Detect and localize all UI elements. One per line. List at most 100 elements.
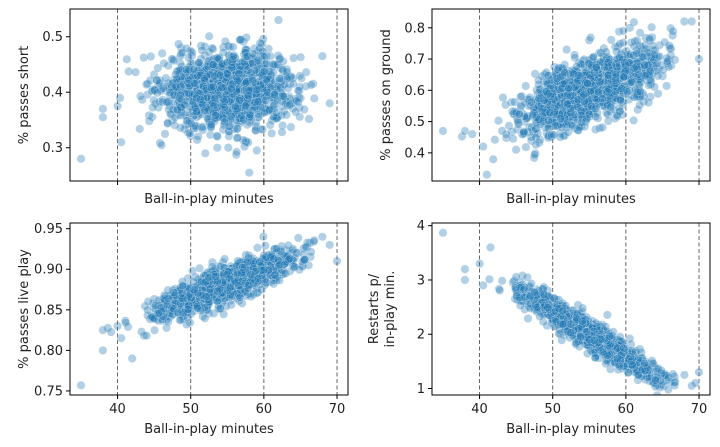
point-641 [254,61,264,71]
point-653 [271,113,281,123]
point-187 [613,54,623,64]
point-463 [268,94,278,104]
point-248 [268,61,278,71]
point-1050 [228,89,238,99]
point-247 [611,82,621,92]
point-285 [212,70,222,80]
point-545 [228,59,238,69]
point-816 [262,69,271,79]
point-1110 [276,83,286,93]
point-82 [587,76,596,86]
point-500 [216,62,226,72]
point-65 [226,114,236,124]
point-671 [234,84,244,94]
point-114 [233,76,243,86]
point-208 [186,101,196,111]
point-908 [212,68,222,78]
point-995 [248,101,258,111]
point-1096 [188,97,198,107]
point-471 [157,48,167,58]
point-192 [242,95,252,105]
point-304 [212,101,222,110]
point-716 [177,87,187,97]
point-336 [260,59,270,69]
point-260 [246,71,256,81]
point-30 [591,74,601,84]
point-153 [501,133,511,143]
point-1085 [239,85,249,95]
point-83 [549,103,559,113]
point-32 [190,87,200,97]
point-421 [213,88,223,98]
point-413 [149,95,159,105]
point-351 [609,90,619,100]
point-96 [191,108,201,118]
point-965 [184,62,194,72]
point-1267 [662,81,672,91]
point-766 [247,111,257,121]
point-804 [230,53,240,63]
point-449 [271,60,281,70]
point-509 [241,94,251,104]
point-259 [202,70,212,80]
point-1020 [213,78,223,88]
point-9 [184,119,194,129]
point-805 [259,84,269,93]
point-1068 [184,53,194,62]
point-485 [277,127,287,137]
point-875 [244,102,254,112]
point-1210 [264,66,274,76]
point-470 [607,88,617,98]
point-202 [258,74,267,84]
point-6 [233,101,243,111]
point-790 [153,81,163,91]
point-939 [190,65,200,75]
point-1287 [545,108,555,118]
point-254 [214,83,224,93]
point-317 [563,66,573,76]
point-594 [226,96,236,106]
scatter-points [438,228,704,395]
point-402 [588,58,598,68]
point-1203 [281,268,291,278]
point-35 [203,83,213,92]
point-75 [213,69,222,79]
point-412 [215,72,225,82]
point-900 [511,272,521,282]
point-92 [622,74,632,84]
point-276 [588,101,598,111]
point-1192 [227,89,237,99]
point-1083 [231,104,241,114]
point-1137 [172,66,182,76]
point-687 [201,105,211,115]
point-268 [215,60,225,70]
point-250 [257,63,267,73]
point-133 [251,122,261,132]
point-159 [252,100,262,110]
point-164 [278,121,288,130]
point-6 [596,96,606,106]
point-549 [163,78,173,88]
point-926 [179,88,189,98]
point-1281 [252,85,262,95]
point-374 [561,87,571,97]
point-607 [235,97,244,107]
point-776 [172,104,182,114]
point-495 [225,87,235,97]
point-540 [208,94,218,104]
point-161 [228,101,238,110]
point-942 [283,241,293,250]
point-658 [190,102,200,112]
point-1227 [255,257,265,267]
point-851 [212,90,222,100]
point-1297 [173,307,183,317]
point-620 [238,59,248,69]
point-359 [578,86,587,96]
point-286 [509,109,518,119]
point-1133 [208,60,217,70]
point-8 [578,103,588,112]
point-809 [293,86,303,96]
point-199 [227,91,237,101]
y-tick-label-0.4: 0.4 [42,86,63,101]
point-1226 [277,65,287,75]
